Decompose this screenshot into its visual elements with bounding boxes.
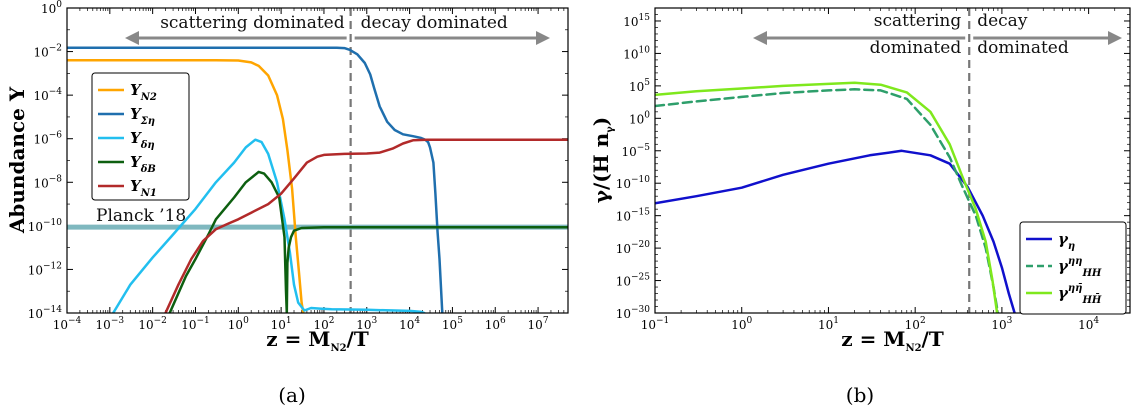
y-axis-label: Abundance Y: [5, 86, 29, 234]
series-line-1: [67, 46, 444, 313]
x-tick-label: 100: [228, 316, 249, 332]
series-line-0: [655, 149, 1016, 313]
x-axis-label: z = MN2/T: [841, 327, 944, 354]
x-tick-label: 103: [991, 316, 1012, 332]
x-tick-label: 101: [271, 316, 292, 332]
series-group: [67, 46, 568, 313]
y-tick-label: 10−20: [616, 240, 651, 256]
y-tick-label: 10−6: [33, 131, 62, 147]
region-label-left-2: dominated: [870, 38, 962, 58]
chart-panel-a: 10−4 10−3 10−2 10−1 100 101 102 103 104 105 106 107…: [5, 0, 569, 407]
legend-label-2: Yδη: [130, 129, 155, 151]
x-tick-label: 103: [356, 316, 377, 332]
region-arrow-head-right: [1108, 31, 1122, 45]
legend-box: [91, 72, 190, 201]
y-tick-label: 10−30: [616, 305, 651, 321]
plot-frame: [66, 7, 569, 314]
legend-label-0: YN2: [130, 81, 157, 103]
series-group: [655, 81, 1016, 313]
region-label-left: scattering: [874, 11, 962, 31]
legend-box: [1019, 221, 1127, 315]
legend-label-3: YδB: [130, 153, 156, 175]
series-line-1: [655, 88, 1000, 313]
panel-label: (b): [846, 383, 874, 407]
x-tick-label: 106: [485, 316, 506, 332]
y-tick-label: 10−8: [33, 174, 62, 190]
series-line-0: [67, 58, 305, 313]
region-arrow-head-left: [125, 31, 139, 45]
series-line-4: [164, 138, 568, 313]
x-axis: 10−1 100 101 102 103 104: [641, 8, 1116, 332]
x-tick-label: 107: [528, 316, 549, 332]
y-tick-label: 1010: [623, 45, 650, 61]
x-tick-label: 10−2: [138, 316, 167, 332]
region-label-right: decay dominated: [361, 13, 508, 33]
region-arrow-head-right: [536, 31, 550, 45]
y-tick-label: 10−4: [33, 87, 62, 103]
legend-label-4: YN1: [130, 177, 157, 199]
plot-frame: [654, 7, 1131, 314]
y-tick-label: 10−5: [621, 143, 650, 159]
y-tick-label: 100: [629, 110, 650, 126]
y-tick-label: 10−14: [28, 305, 63, 321]
region-annotations: scattering dominated decay dominated: [125, 13, 550, 45]
x-tick-label: 102: [313, 316, 334, 332]
x-tick-label: 100: [731, 316, 752, 332]
x-tick-label: 10−1: [181, 316, 210, 332]
x-tick-label: 104: [399, 316, 420, 332]
y-tick-label: 10−15: [616, 208, 651, 224]
region-label-right-2: dominated: [977, 38, 1069, 58]
planck-reference-label: Planck ’18: [96, 206, 186, 226]
legend-label-0: γη: [1058, 230, 1075, 252]
y-tick-label: 1015: [623, 13, 650, 29]
x-tick-label: 102: [905, 316, 926, 332]
y-tick-label: 10−12: [28, 261, 62, 277]
series-line-3: [168, 170, 568, 313]
x-tick-label: 10−4: [53, 316, 82, 332]
y-tick-label: 10−25: [616, 273, 651, 289]
x-tick-label: 104: [1078, 316, 1099, 332]
x-tick-label: 101: [818, 316, 839, 332]
legend: γη γηηHH γηη̄HH̄: [1019, 221, 1127, 315]
x-axis: 10−4 10−3 10−2 10−1 100 101 102 103 104 105 106 107: [53, 8, 565, 332]
y-tick-label: 10−10: [616, 175, 651, 191]
panel-label: (a): [278, 383, 306, 407]
y-tick-label: 105: [629, 78, 650, 94]
legend-label-1: YΣη: [130, 105, 155, 127]
series-line-2: [655, 81, 999, 313]
legend-label-2: γηη̄HH̄: [1058, 283, 1102, 306]
x-axis-label: z = MN2/T: [266, 327, 369, 354]
region-label-right: decay: [977, 11, 1028, 31]
y-tick-label: 100: [41, 0, 62, 16]
y-axis-label: γ/(H nγ): [589, 117, 616, 203]
y-tick-label: 10−10: [28, 218, 63, 234]
chart-panel-b: 10−1 100 101 102 103 10410−3010−2510−2010−151…: [589, 7, 1131, 407]
x-tick-label: 105: [442, 316, 463, 332]
legend-label-1: γηηHH: [1058, 256, 1102, 279]
x-tick-label: 10−3: [96, 316, 125, 332]
region-arrow-head-left: [753, 31, 767, 45]
region-annotations: scattering dominated decay dominated: [753, 11, 1122, 58]
region-label-left: scattering dominated: [160, 13, 345, 33]
x-tick-label: 10−1: [641, 316, 670, 332]
y-tick-label: 10−2: [33, 44, 62, 60]
